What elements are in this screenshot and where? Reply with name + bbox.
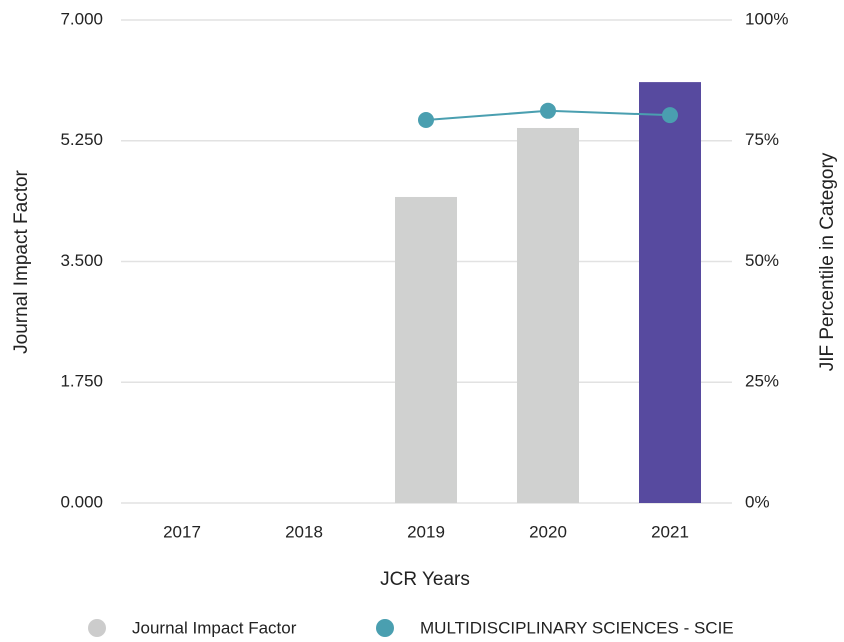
y2-tick-label: 75%	[745, 130, 779, 149]
y2-tick-label: 25%	[745, 372, 779, 391]
legend-marker	[88, 619, 106, 637]
bar	[517, 127, 579, 504]
y-axis-title: Journal Impact Factor	[11, 169, 32, 353]
y-tick-label: 0.000	[60, 492, 103, 511]
line-point	[418, 111, 434, 128]
bar	[639, 82, 701, 503]
x-tick-label: 2020	[529, 522, 567, 541]
x-axis-title: JCR Years	[380, 569, 470, 590]
legend-marker	[376, 619, 394, 637]
y-tick-label: 3.500	[60, 251, 103, 270]
y-tick-label: 7.000	[60, 9, 103, 28]
y2-tick-label: 0%	[745, 492, 770, 511]
x-tick-label: 2021	[651, 522, 689, 541]
x-tick-label: 2019	[407, 522, 445, 541]
y2-axis-title: JIF Percentile in Category	[817, 152, 838, 371]
y2-tick-label: 50%	[745, 251, 779, 270]
y2-tick-label: 100%	[745, 9, 788, 28]
legend-label: Journal Impact Factor	[132, 618, 297, 637]
line-point	[540, 102, 556, 119]
x-tick-label: 2017	[163, 522, 201, 541]
line-point	[662, 107, 678, 124]
y-tick-label: 1.750	[60, 372, 103, 391]
x-tick-label: 2018	[285, 522, 323, 541]
y-tick-label: 5.250	[60, 130, 103, 149]
bar	[395, 196, 457, 504]
legend-label: MULTIDISCIPLINARY SCIENCES - SCIE	[420, 618, 734, 637]
